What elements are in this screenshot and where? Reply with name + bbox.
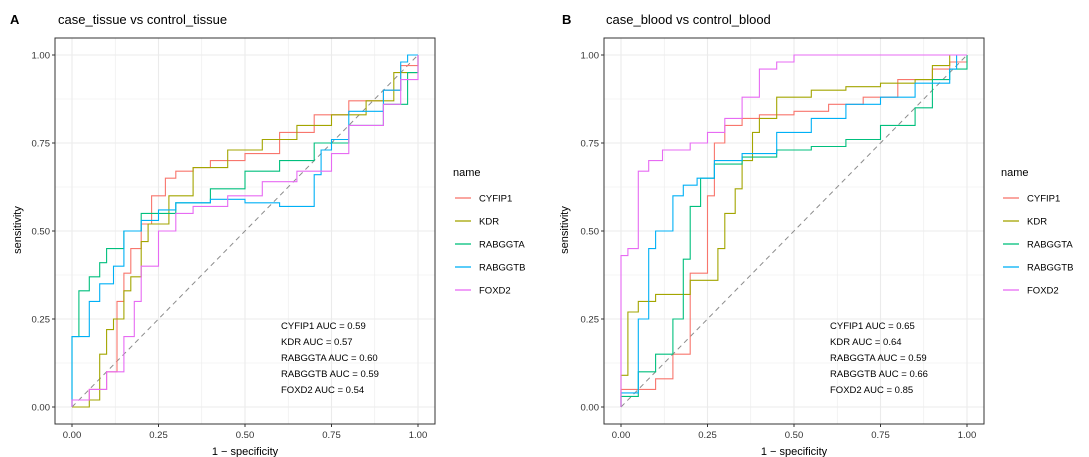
y-tick-label: 0.25 xyxy=(581,315,600,326)
panel-b-y-axis-title: sensitivity xyxy=(559,206,571,254)
panel-a-letter: A xyxy=(10,12,20,27)
auc-annotation: CYFIP1 AUC = 0.65 xyxy=(830,321,915,332)
legend-item-foxd2: FOXD2 xyxy=(455,286,511,297)
panel-b-legend-title: name xyxy=(1001,167,1029,179)
panel-b-plot: 0.00 0.25 0.50 0.75 1.00 0.00 0.25 0.50 0.75 1.00… xyxy=(581,37,985,441)
legend-label: CYFIP1 xyxy=(1027,194,1060,205)
panel-b-letter: B xyxy=(562,12,571,27)
auc-annotation: KDR AUC = 0.57 xyxy=(281,337,353,348)
series-line-rabggtb xyxy=(620,54,967,407)
x-tick-label: 0.50 xyxy=(236,430,255,441)
panel-a-title: case_tissue vs control_tissue xyxy=(58,12,227,27)
x-tick-label: 0.50 xyxy=(785,430,804,441)
legend-item-rabggta: RABGGTA xyxy=(455,240,525,251)
legend-label: KDR xyxy=(479,217,499,228)
panel-a: A case_tissue vs control_tissue 0.00 0.25… xyxy=(10,12,525,457)
y-tick-label: 0.50 xyxy=(581,227,600,238)
x-tick-label: 0.75 xyxy=(322,430,341,441)
x-tick-label: 0.75 xyxy=(871,430,890,441)
legend-label: CYFIP1 xyxy=(479,194,512,205)
legend-item-rabggtb: RABGGTB xyxy=(1003,263,1073,274)
auc-annotation: RABGGTA AUC = 0.60 xyxy=(281,353,378,364)
x-tick-label: 0.00 xyxy=(612,430,631,441)
legend-item-rabggta: RABGGTA xyxy=(1003,240,1073,251)
y-tick-label: 0.75 xyxy=(32,139,51,150)
legend-item-cyfip1: CYFIP1 xyxy=(455,194,512,205)
auc-annotation: RABGGTB AUC = 0.59 xyxy=(281,369,379,380)
legend-item-kdr: KDR xyxy=(1003,217,1047,228)
y-tick-label: 0.75 xyxy=(581,139,600,150)
series-line-foxd2 xyxy=(620,54,967,407)
auc-annotation: CYFIP1 AUC = 0.59 xyxy=(281,321,366,332)
series-line-foxd2 xyxy=(71,55,419,407)
legend-label: RABGGTB xyxy=(1027,263,1073,274)
y-tick-label: 0.50 xyxy=(32,227,51,238)
legend-item-rabggtb: RABGGTB xyxy=(455,263,525,274)
y-tick-label: 0.00 xyxy=(581,403,600,414)
panel-b-x-axis-title: 1 − specificity xyxy=(761,446,828,457)
legend-item-foxd2: FOXD2 xyxy=(1003,286,1059,297)
panel-a-legend-title: name xyxy=(453,167,481,179)
auc-annotation: RABGGTA AUC = 0.59 xyxy=(830,353,927,364)
panel-a-x-axis-title: 1 − specificity xyxy=(212,446,279,457)
panel-a-y-axis-title: sensitivity xyxy=(12,206,24,254)
legend-label: KDR xyxy=(1027,217,1047,228)
panel-b-title: case_blood vs control_blood xyxy=(606,12,771,27)
x-tick-label: 0.25 xyxy=(698,430,717,441)
x-tick-label: 1.00 xyxy=(409,430,428,441)
x-tick-label: 0.25 xyxy=(149,430,168,441)
auc-annotation: FOXD2 AUC = 0.85 xyxy=(830,385,913,396)
y-tick-label: 1.00 xyxy=(32,51,51,62)
legend-item-kdr: KDR xyxy=(455,217,499,228)
legend-item-cyfip1: CYFIP1 xyxy=(1003,194,1060,205)
legend-label: RABGGTA xyxy=(479,240,525,251)
y-tick-label: 0.25 xyxy=(32,315,51,326)
legend-label: RABGGTA xyxy=(1027,240,1073,251)
panel-a-plot: 0.00 0.25 0.50 0.75 1.00 0.00 0.25 0.50 0.75 1.00… xyxy=(32,37,436,441)
series-line-kdr xyxy=(72,55,419,408)
auc-annotation: RABGGTB AUC = 0.66 xyxy=(830,369,928,380)
y-tick-label: 0.00 xyxy=(32,403,51,414)
auc-annotation: KDR AUC = 0.64 xyxy=(830,337,902,348)
panel-b: B case_blood vs control_blood 0.00 0.25 0.… xyxy=(559,12,1073,457)
legend-label: FOXD2 xyxy=(1027,286,1059,297)
series-line-kdr xyxy=(620,54,967,407)
x-tick-label: 0.00 xyxy=(63,430,82,441)
panel-b-reference-diagonal xyxy=(620,54,968,408)
x-tick-label: 1.00 xyxy=(958,430,977,441)
legend-label: RABGGTB xyxy=(479,263,525,274)
series-line-rabggta xyxy=(620,55,968,407)
auc-annotation: FOXD2 AUC = 0.54 xyxy=(281,385,364,396)
panel-a-reference-diagonal xyxy=(71,54,419,408)
y-tick-label: 1.00 xyxy=(581,51,600,62)
legend-label: FOXD2 xyxy=(479,286,511,297)
